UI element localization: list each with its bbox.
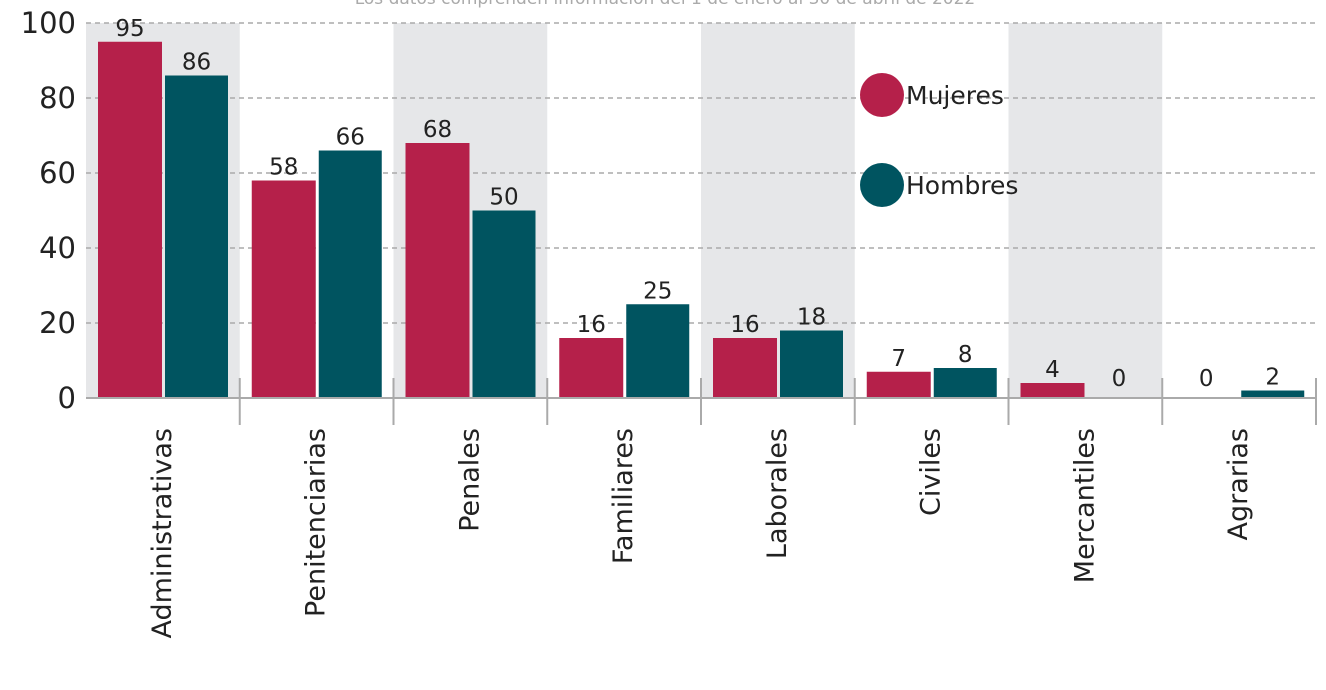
bar: [98, 41, 162, 398]
x-tick-label: Penales: [454, 428, 485, 532]
bar: [1020, 383, 1085, 398]
value-label: 7: [891, 346, 906, 372]
bar: [559, 338, 624, 398]
value-label: 0: [1112, 366, 1127, 392]
value-label: 68: [423, 117, 452, 143]
band-background: [1008, 23, 1163, 398]
value-label: 8: [958, 342, 973, 368]
value-label: 86: [182, 50, 211, 76]
value-label: 16: [730, 312, 759, 338]
value-label: 16: [577, 312, 606, 338]
legend-label: Hombres: [906, 171, 1018, 200]
x-tick-label: Administrativas: [147, 428, 178, 639]
x-tick-label: Civiles: [916, 428, 947, 516]
bar: [933, 368, 997, 398]
legend-swatch: [860, 73, 904, 117]
legend-swatch: [860, 163, 904, 207]
bar: [472, 210, 536, 398]
bar: [165, 75, 228, 398]
y-tick-label: 60: [39, 156, 76, 190]
value-label: 18: [797, 305, 826, 331]
bar: [1241, 390, 1305, 398]
bar: [251, 180, 316, 398]
chart-subtitle: Los datos comprenden información del 1 d…: [355, 0, 976, 9]
value-label: 4: [1045, 357, 1060, 383]
bar: [780, 330, 843, 398]
value-label: 25: [643, 278, 672, 304]
x-tick-label: Penitenciarias: [301, 428, 332, 617]
bar: [626, 304, 690, 398]
value-label: 95: [115, 16, 144, 42]
value-label: 58: [269, 155, 298, 181]
legend-label: Mujeres: [906, 81, 1004, 110]
y-tick-label: 40: [39, 231, 76, 265]
value-label: 0: [1199, 366, 1214, 392]
x-tick-label: Laborales: [762, 428, 793, 559]
bar: [866, 371, 931, 398]
value-label: 2: [1265, 365, 1280, 391]
value-label: 66: [336, 125, 365, 151]
y-tick-label: 0: [58, 381, 76, 415]
y-tick-label: 80: [39, 81, 76, 115]
x-tick-label: Agrarias: [1223, 428, 1254, 540]
bar: [318, 150, 382, 398]
value-label: 50: [489, 185, 518, 211]
y-tick-label: 20: [39, 306, 76, 340]
bar: [713, 338, 777, 398]
bar: [405, 143, 470, 398]
y-tick-label: 100: [21, 6, 76, 40]
x-tick-label: Mercantiles: [1069, 428, 1100, 583]
x-tick-label: Familiares: [608, 428, 639, 564]
